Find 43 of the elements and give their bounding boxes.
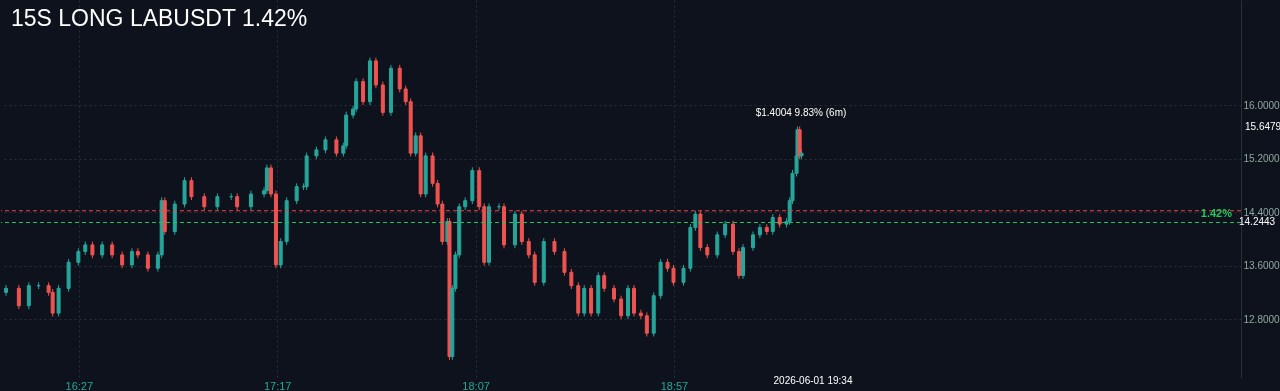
- chart-title: 15S LONG LABUSDT 1.42%: [11, 5, 308, 31]
- candlestick: [248, 190, 253, 211]
- candlestick: [715, 230, 720, 259]
- candlestick: [278, 237, 283, 269]
- candlestick: [638, 309, 643, 320]
- candlestick: [135, 247, 140, 259]
- candlestick: [602, 271, 607, 293]
- candlestick: [182, 176, 187, 208]
- text: 15.6479: [1245, 121, 1280, 132]
- candlestick: [129, 247, 134, 269]
- annotation: 2026-06-01 19:34: [773, 375, 853, 386]
- y-tick-label: 15.2000: [1243, 153, 1280, 165]
- y-tick-label: 16.0000: [1243, 99, 1280, 111]
- candlestick: [294, 182, 299, 205]
- x-tick-label: 18:57: [660, 379, 689, 391]
- candlestick: [619, 295, 624, 320]
- candlestick: [569, 268, 574, 290]
- candlestick: [413, 131, 418, 158]
- candlestick: [145, 251, 150, 273]
- candlestick: [681, 264, 686, 287]
- x-tick-label: 16:27: [65, 379, 94, 391]
- candlestick: [189, 176, 194, 201]
- text: 14.2443: [1239, 216, 1276, 228]
- candlestick: [751, 230, 755, 252]
- candlestick: [361, 77, 366, 106]
- y-tick-label: 12.8000: [1243, 313, 1280, 325]
- candlestick: [526, 237, 531, 259]
- candlestick: [16, 284, 21, 310]
- y-tick-label: 14.4000: [1243, 206, 1280, 218]
- candlestick: [334, 135, 339, 158]
- annotation: 1.42%: [1200, 207, 1233, 220]
- x-tick-label: 17:17: [263, 379, 292, 391]
- y-tick-label: 13.6000: [1243, 260, 1280, 272]
- candlestick: [50, 288, 55, 317]
- candlestick: [397, 64, 402, 93]
- candlestick: [644, 311, 649, 338]
- annotation: $1.4004 9.83% (6m): [755, 107, 847, 118]
- candlestick: [770, 213, 775, 236]
- candlestick: [562, 247, 567, 277]
- x-tick-label: 18:07: [462, 379, 490, 391]
- candlestick: [4, 284, 8, 297]
- candlestick: [26, 281, 31, 310]
- candlestick: [264, 164, 269, 195]
